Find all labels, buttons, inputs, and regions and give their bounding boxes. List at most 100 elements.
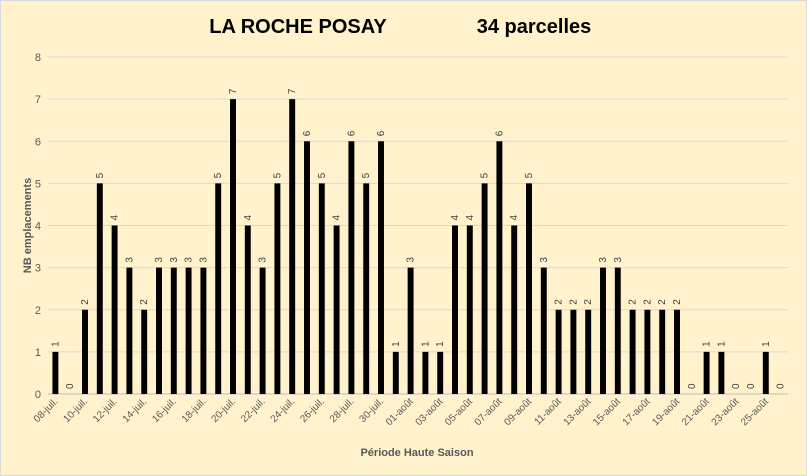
data-label: 6 — [494, 130, 505, 136]
bar — [274, 183, 281, 394]
data-label: 2 — [672, 299, 683, 305]
bar — [629, 309, 636, 394]
data-label: 4 — [243, 215, 254, 221]
bar — [52, 351, 59, 394]
data-label: 3 — [613, 257, 624, 263]
data-label: 7 — [228, 88, 239, 94]
bar — [437, 351, 444, 394]
data-label: 1 — [761, 341, 772, 347]
data-label: 3 — [539, 257, 550, 263]
data-label: 3 — [598, 257, 609, 263]
x-tick-label: 30-juil. — [358, 396, 387, 425]
bar — [126, 267, 133, 394]
x-tick-label: 14-juil. — [121, 396, 150, 425]
x-tick-label: 21-août — [680, 396, 712, 428]
y-tick-label: 0 — [35, 389, 41, 401]
data-label: 5 — [213, 172, 224, 178]
chart-subtitle: 34 parcelles — [477, 16, 592, 38]
x-tick-label: 12-juil. — [91, 396, 120, 425]
bar — [511, 225, 518, 394]
data-label: 4 — [110, 215, 121, 221]
data-label: 3 — [124, 257, 135, 263]
bar — [600, 267, 606, 394]
data-label: 1 — [391, 341, 402, 347]
bar — [481, 183, 488, 394]
data-label: 5 — [524, 172, 535, 178]
data-label: 4 — [450, 215, 461, 221]
data-label: 0 — [687, 383, 698, 389]
data-label: 4 — [465, 215, 476, 221]
bar — [644, 309, 651, 394]
data-label: 1 — [716, 341, 727, 347]
data-label: 6 — [346, 130, 357, 136]
y-tick-labels: 0 1 2 3 4 5 6 7 8 — [35, 52, 41, 401]
data-label: 5 — [480, 172, 491, 178]
data-label: 3 — [154, 257, 165, 263]
data-label: 2 — [657, 299, 668, 305]
bar — [230, 99, 236, 394]
bar — [348, 141, 355, 394]
data-label: 6 — [376, 130, 387, 136]
x-tick-label: 19-août — [650, 396, 682, 428]
data-label: 4 — [509, 215, 520, 221]
y-tick-label: 6 — [35, 136, 41, 148]
x-tick-label: 16-juil. — [150, 396, 179, 425]
y-tick-label: 7 — [35, 94, 41, 106]
bar — [333, 225, 340, 394]
data-label: 3 — [169, 257, 180, 263]
bars — [52, 99, 769, 394]
data-label: 2 — [568, 299, 579, 305]
x-tick-label: 22-juil. — [239, 396, 268, 425]
bar — [259, 267, 266, 394]
bar — [378, 141, 384, 394]
x-tick-label: 11-août — [532, 396, 563, 427]
bar — [318, 183, 325, 394]
x-tick-label: 15-août — [591, 396, 623, 428]
x-axis-title: Période Haute Saison — [360, 447, 473, 459]
x-tick-label: 20-juil. — [210, 396, 239, 425]
x-tick-label: 18-juil. — [180, 396, 209, 425]
x-tick-label: 07-août — [473, 396, 505, 428]
bar — [674, 309, 680, 394]
x-tick-label: 26-juil. — [298, 396, 327, 425]
y-tick-label: 8 — [35, 52, 41, 64]
data-label: 5 — [95, 172, 106, 178]
bar — [496, 141, 503, 394]
bar — [570, 309, 577, 394]
data-label: 5 — [317, 172, 328, 178]
x-tick-label: 10-juil. — [62, 396, 91, 425]
bar — [540, 267, 547, 394]
bar — [244, 225, 251, 394]
bar — [200, 267, 207, 394]
bar — [703, 351, 710, 394]
bar — [422, 351, 429, 394]
data-label: 4 — [332, 215, 343, 221]
data-label: 2 — [554, 299, 565, 305]
data-label: 1 — [50, 341, 61, 347]
data-label: 2 — [80, 299, 91, 305]
bar — [659, 309, 666, 394]
data-label: 1 — [702, 341, 713, 347]
x-tick-label: 23-août — [710, 396, 742, 428]
y-tick-label: 4 — [35, 221, 41, 233]
data-label: 0 — [746, 383, 757, 389]
data-label: 3 — [184, 257, 195, 263]
y-axis-title: NB emplacements — [22, 178, 34, 273]
x-tick-label: 05-août — [443, 396, 475, 428]
data-label: 2 — [583, 299, 594, 305]
bar — [392, 351, 399, 394]
chart-title: LA ROCHE POSAY — [209, 16, 387, 38]
x-tick-label: 09-août — [502, 396, 534, 428]
x-tick-label: 24-juil. — [269, 396, 298, 425]
data-label: 0 — [731, 383, 742, 389]
bar — [111, 225, 118, 394]
data-label: 6 — [302, 130, 313, 136]
data-label: 2 — [642, 299, 653, 305]
bar — [156, 267, 162, 394]
data-label: 1 — [435, 341, 446, 347]
data-label: 3 — [198, 257, 209, 263]
x-tick-label: 01-août — [384, 396, 416, 428]
data-label: 0 — [776, 383, 787, 389]
y-tick-label: 5 — [35, 178, 41, 190]
